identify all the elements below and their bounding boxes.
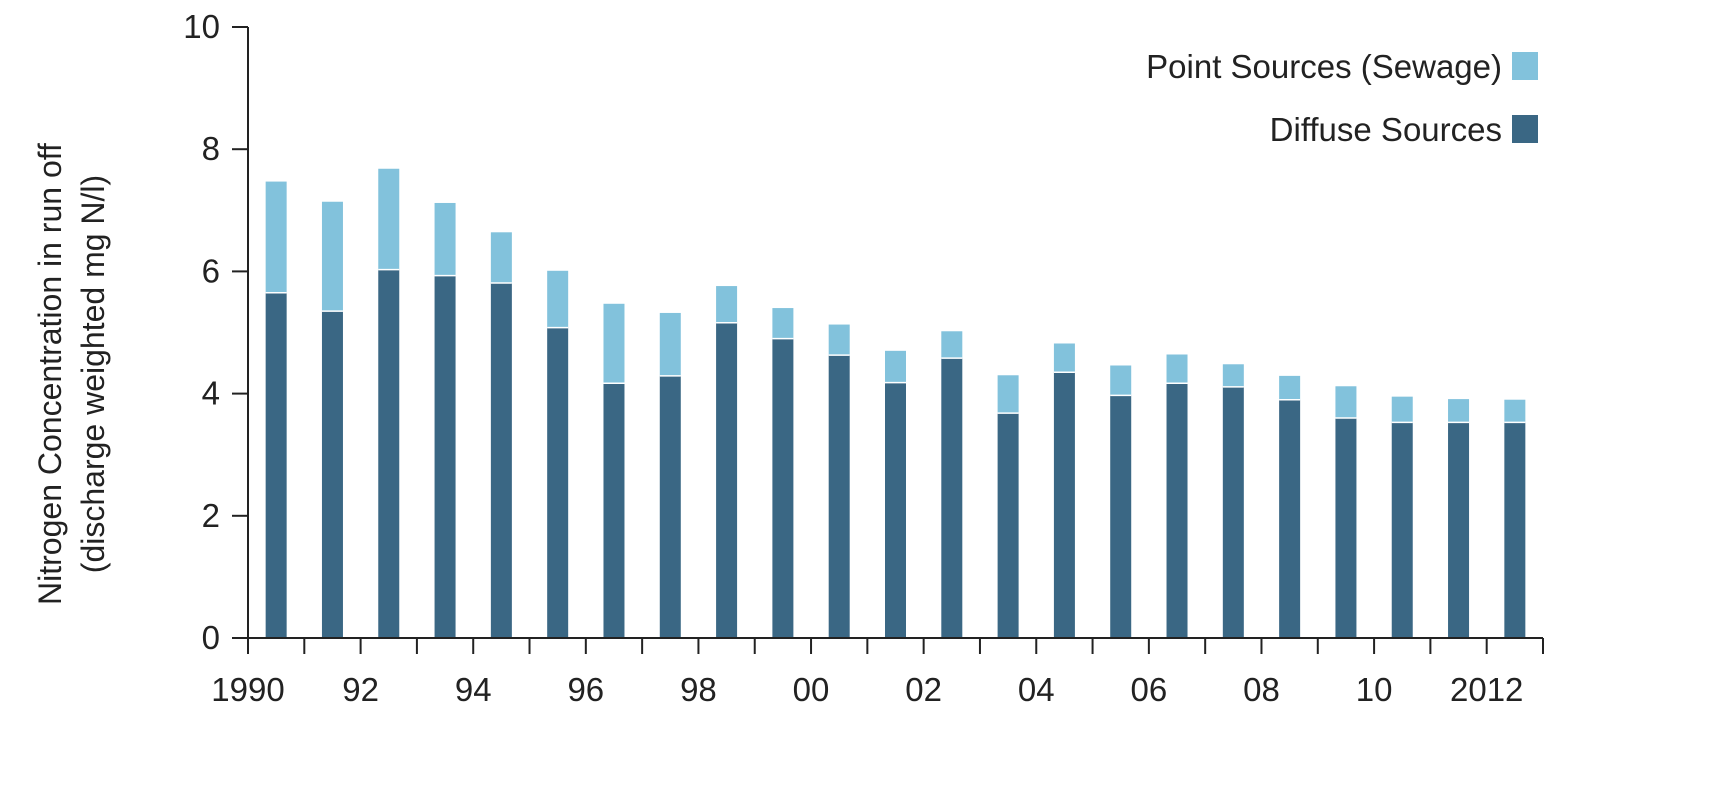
bar-point-2002 (941, 331, 963, 359)
x-tick-label-00: 00 (793, 671, 830, 708)
bar-point-1998 (716, 286, 738, 323)
bar-diffuse-1998 (716, 322, 738, 638)
bar-point-1990 (265, 181, 287, 293)
y-axis-title-line2: (discharge weighted mg N/l) (75, 175, 111, 573)
x-tick-label-92: 92 (342, 671, 379, 708)
y-tick-label-8: 8 (202, 130, 220, 167)
x-tick-label-06: 06 (1131, 671, 1168, 708)
x-tick-label-98: 98 (680, 671, 717, 708)
bar-diffuse-2008 (1279, 399, 1301, 638)
y-axis-title-line1: Nitrogen Concentration in run off (32, 143, 68, 605)
y-tick-label-6: 6 (202, 252, 220, 289)
y-axis-title: Nitrogen Concentration in run off (disch… (32, 143, 111, 605)
bar-point-2007 (1222, 364, 1244, 387)
bar-point-1996 (603, 303, 625, 384)
bars (265, 168, 1526, 638)
bar-diffuse-2003 (997, 413, 1019, 638)
bar-point-2009 (1335, 386, 1357, 419)
legend-swatch-diffuse-sources (1512, 115, 1538, 143)
bar-diffuse-1999 (772, 338, 794, 638)
bar-point-2001 (885, 350, 906, 383)
bar-diffuse-1992 (378, 269, 400, 638)
bar-diffuse-1994 (490, 283, 512, 638)
bar-point-2005 (1110, 365, 1132, 396)
bar-point-2000 (828, 324, 850, 356)
bar-diffuse-2005 (1110, 395, 1132, 638)
bar-diffuse-1990 (265, 292, 287, 638)
bar-point-1994 (490, 232, 512, 284)
bar-diffuse-1991 (321, 311, 343, 638)
bar-point-2006 (1166, 354, 1188, 384)
bar-point-1995 (547, 270, 569, 328)
bar-diffuse-2009 (1335, 418, 1357, 638)
bar-point-1993 (434, 202, 456, 276)
bar-diffuse-2010 (1391, 422, 1413, 638)
bar-point-2003 (997, 375, 1019, 414)
y-tick-label-4: 4 (202, 375, 220, 412)
bar-diffuse-2006 (1166, 383, 1188, 638)
bar-point-1992 (378, 168, 400, 270)
legend-label-diffuse-sources: Diffuse Sources (1270, 111, 1502, 148)
x-tick-label-1990: 1990 (211, 671, 284, 708)
bar-diffuse-1993 (434, 275, 456, 638)
bar-diffuse-1996 (603, 383, 625, 638)
bar-diffuse-1995 (547, 327, 569, 638)
bar-diffuse-2001 (885, 382, 906, 638)
x-tick-label-2012: 2012 (1450, 671, 1523, 708)
bar-diffuse-2012 (1504, 422, 1526, 638)
bar-point-1999 (772, 308, 794, 339)
x-tick-label-08: 08 (1243, 671, 1280, 708)
y-tick-label-0: 0 (202, 619, 220, 656)
bar-diffuse-2011 (1448, 422, 1470, 638)
bar-point-1997 (659, 312, 681, 376)
bar-point-2012 (1504, 399, 1526, 423)
y-tick-label-2: 2 (202, 497, 220, 534)
bar-point-2008 (1279, 375, 1301, 400)
legend-label-point-sources: Point Sources (Sewage) (1146, 48, 1502, 85)
bar-point-1991 (321, 201, 343, 312)
bar-diffuse-2000 (828, 355, 850, 638)
bar-point-2011 (1448, 399, 1470, 423)
x-tick-label-04: 04 (1018, 671, 1055, 708)
legend-swatch-point-sources (1512, 52, 1538, 80)
x-tick-label-94: 94 (455, 671, 492, 708)
x-tick-label-10: 10 (1356, 671, 1393, 708)
bar-point-2004 (1053, 343, 1075, 373)
x-tick-label-96: 96 (567, 671, 604, 708)
bar-diffuse-2002 (941, 358, 963, 638)
bar-diffuse-2004 (1053, 372, 1075, 638)
bar-diffuse-1997 (659, 375, 681, 638)
bar-diffuse-2007 (1222, 386, 1244, 638)
y-tick-label-10: 10 (183, 8, 220, 45)
bar-point-2010 (1391, 396, 1413, 423)
x-tick-label-02: 02 (905, 671, 942, 708)
legend: Point Sources (Sewage) Diffuse Sources (1146, 48, 1538, 148)
